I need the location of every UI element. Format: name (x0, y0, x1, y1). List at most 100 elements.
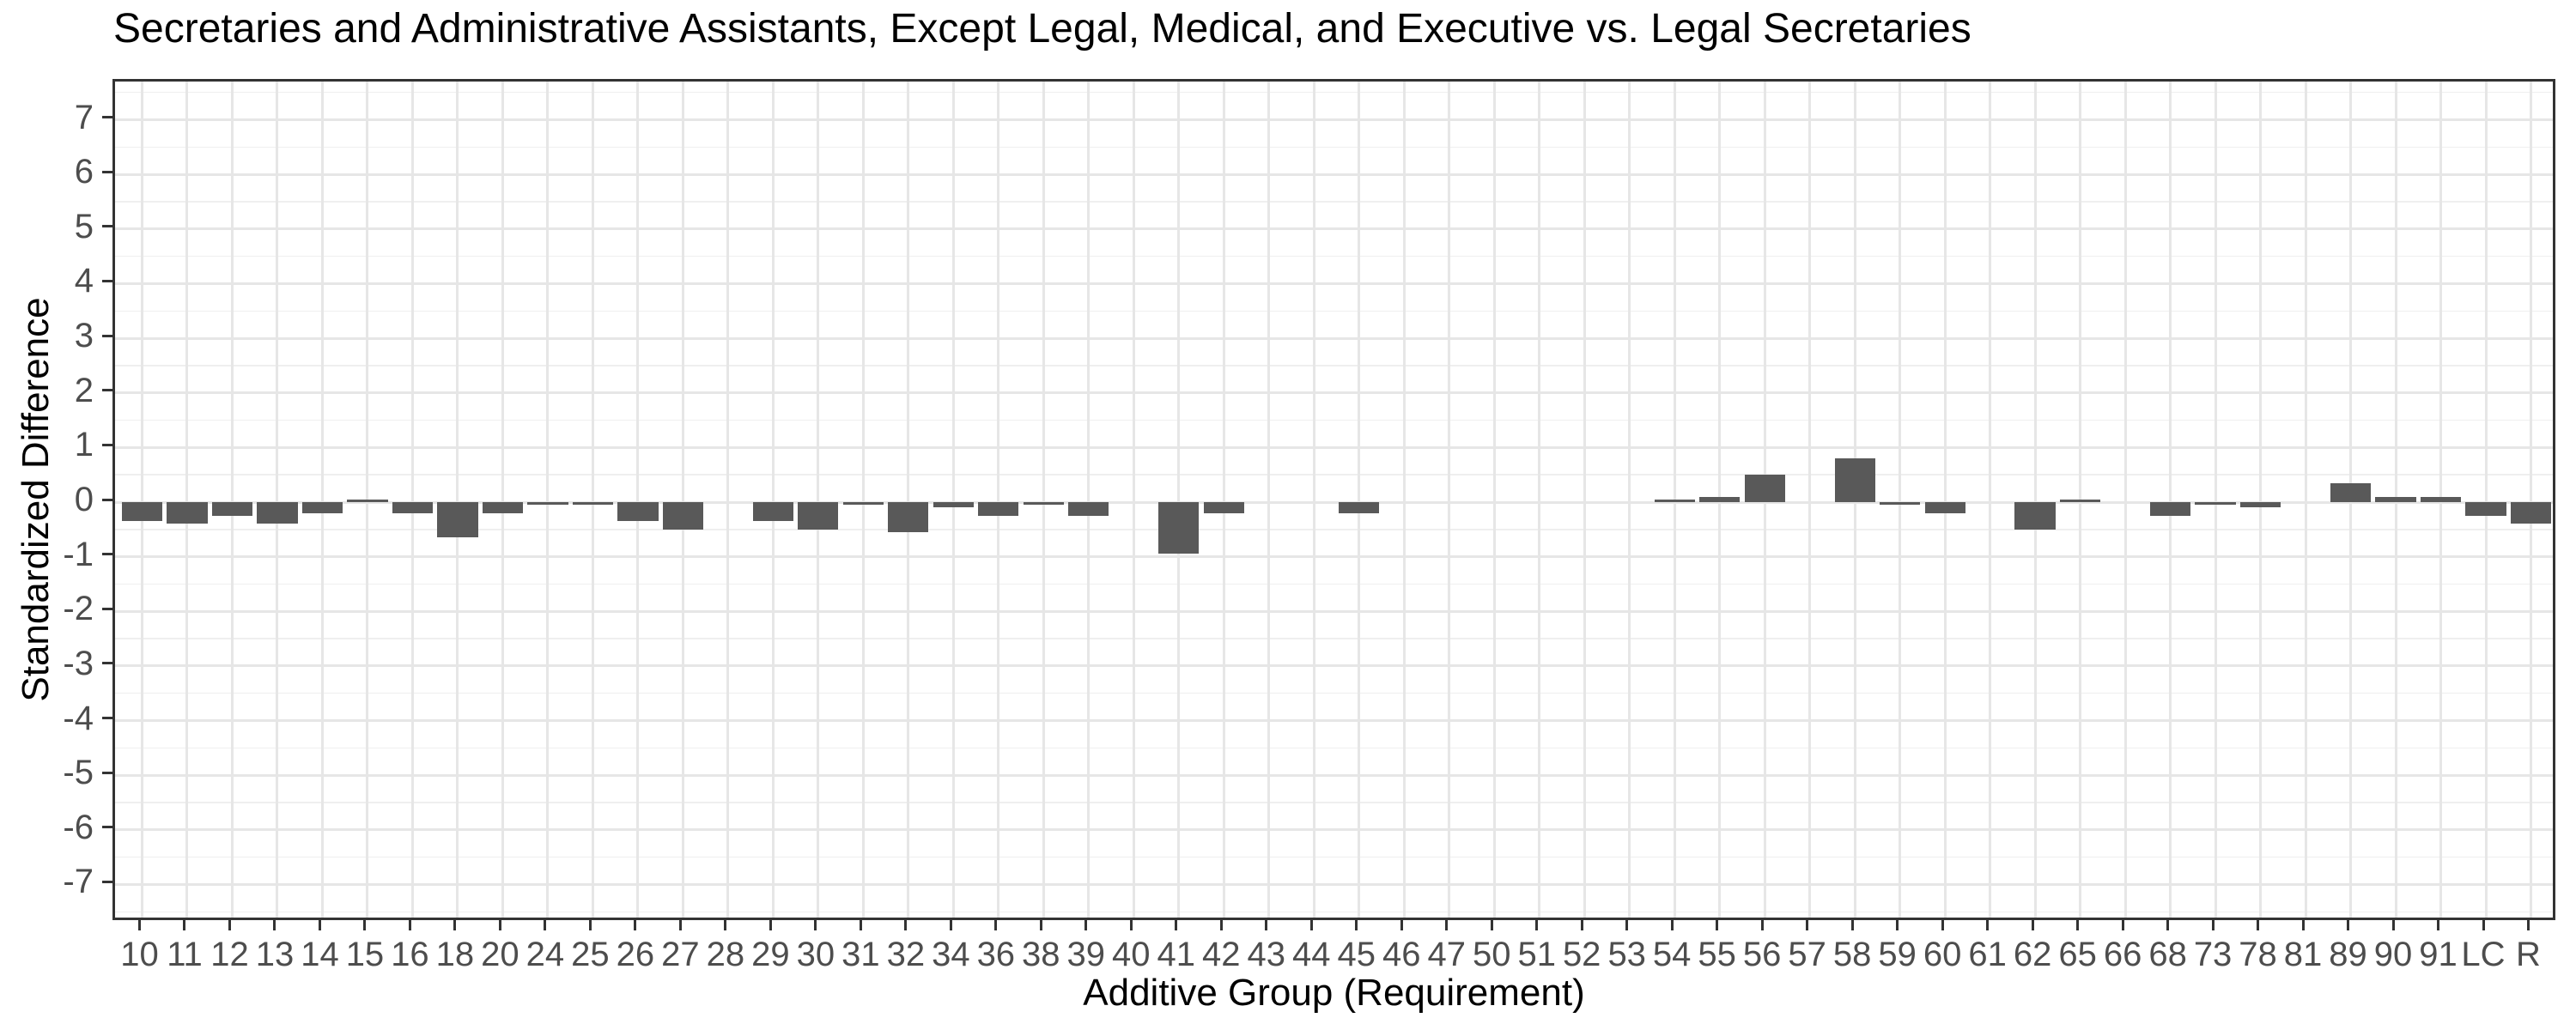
x-tick-label: 32 (886, 936, 926, 973)
x-tick-label: 47 (1427, 936, 1466, 973)
y-tick-label: -5 (63, 754, 94, 792)
major-gridline (115, 391, 2553, 395)
vertical-gridline (230, 82, 234, 918)
x-tick-mark (408, 920, 411, 930)
y-tick-label: -4 (63, 699, 94, 737)
minor-gridline (115, 91, 2553, 94)
x-tick-label: 11 (167, 936, 203, 973)
x-tick-mark (904, 920, 908, 930)
x-tick-mark (228, 920, 231, 930)
x-tick-label: 25 (571, 936, 610, 973)
x-tick-mark (2482, 920, 2485, 930)
x-tick-label: 53 (1607, 936, 1646, 973)
y-tick-label: -6 (63, 808, 94, 846)
x-tick-label: 73 (2193, 936, 2233, 973)
y-tick-mark (102, 334, 112, 337)
x-tick-mark (498, 920, 501, 930)
major-gridline (115, 336, 2553, 340)
x-tick-mark (318, 920, 321, 930)
x-tick-label: LC (2461, 936, 2506, 973)
x-tick-label: 10 (120, 936, 159, 973)
x-tick-label: 41 (1157, 936, 1196, 973)
y-tick-mark (102, 826, 112, 829)
vertical-gridline (410, 82, 414, 918)
vertical-gridline (1402, 82, 1406, 918)
x-tick-label: 66 (2103, 936, 2142, 973)
bar-65 (2059, 499, 2101, 502)
bar-18 (437, 502, 478, 538)
bar-54 (1654, 499, 1695, 502)
major-gridline (115, 173, 2553, 176)
major-gridline (115, 555, 2553, 559)
x-tick-mark (769, 920, 772, 930)
major-gridline (115, 664, 2553, 668)
x-tick-label: 30 (796, 936, 835, 973)
vertical-gridline (140, 82, 143, 918)
minor-gridline (115, 583, 2553, 585)
x-tick-label: 39 (1066, 936, 1106, 973)
bar-R (2510, 502, 2552, 524)
vertical-gridline (951, 82, 955, 918)
minor-gridline (115, 529, 2553, 530)
major-gridline (115, 282, 2553, 285)
vertical-gridline (1448, 82, 1451, 918)
x-tick-mark (588, 920, 592, 930)
x-tick-mark (1400, 920, 1403, 930)
major-gridline (115, 882, 2553, 886)
vertical-gridline (1808, 82, 1812, 918)
bar-58 (1834, 458, 1875, 502)
x-axis-title: Additive Group (Requirement) (1083, 972, 1585, 1014)
bar-38 (1023, 502, 1064, 506)
x-tick-label: R (2516, 936, 2541, 973)
vertical-gridline (636, 82, 640, 918)
bar-27 (662, 502, 703, 530)
x-tick-label: 50 (1472, 936, 1511, 973)
major-gridline (115, 609, 2553, 613)
x-tick-mark (453, 920, 457, 930)
vertical-gridline (2259, 82, 2263, 918)
minor-gridline (115, 201, 2553, 203)
bar-62 (2014, 502, 2056, 530)
x-tick-label: 13 (255, 936, 295, 973)
bar-11 (167, 502, 208, 524)
bar-10 (121, 502, 163, 522)
y-tick-label: -3 (63, 644, 94, 682)
x-tick-mark (1806, 920, 1809, 930)
x-tick-mark (363, 920, 367, 930)
vertical-gridline (771, 82, 775, 918)
y-tick-label: 6 (74, 153, 94, 191)
minor-gridline (115, 146, 2553, 148)
bar-24 (527, 502, 568, 506)
vertical-gridline (1087, 82, 1091, 918)
x-tick-label: 45 (1337, 936, 1376, 973)
x-tick-mark (1490, 920, 1493, 930)
bar-32 (888, 502, 929, 532)
x-tick-mark (949, 920, 952, 930)
x-tick-label: 20 (481, 936, 519, 973)
x-tick-label: 56 (1742, 936, 1782, 973)
vertical-gridline (456, 82, 459, 918)
x-tick-mark (273, 920, 276, 930)
x-tick-label: 29 (751, 936, 790, 973)
vertical-gridline (1943, 82, 1947, 918)
y-tick-mark (102, 116, 112, 119)
x-tick-mark (1625, 920, 1629, 930)
bar-29 (752, 502, 793, 522)
x-tick-mark (1760, 920, 1764, 930)
vertical-gridline (1042, 82, 1045, 918)
bar-36 (978, 502, 1019, 516)
x-tick-label: 57 (1788, 936, 1826, 973)
y-tick-label: 3 (74, 317, 94, 355)
x-tick-mark (137, 920, 141, 930)
x-tick-label: 38 (1022, 936, 1060, 973)
x-tick-mark (1716, 920, 1719, 930)
y-tick-mark (102, 225, 112, 228)
y-tick-mark (102, 443, 112, 446)
x-tick-label: 65 (2058, 936, 2097, 973)
bar-31 (842, 502, 884, 506)
minor-gridline (115, 747, 2553, 749)
x-tick-mark (544, 920, 547, 930)
x-tick-label: 27 (661, 936, 700, 973)
vertical-gridline (546, 82, 550, 918)
